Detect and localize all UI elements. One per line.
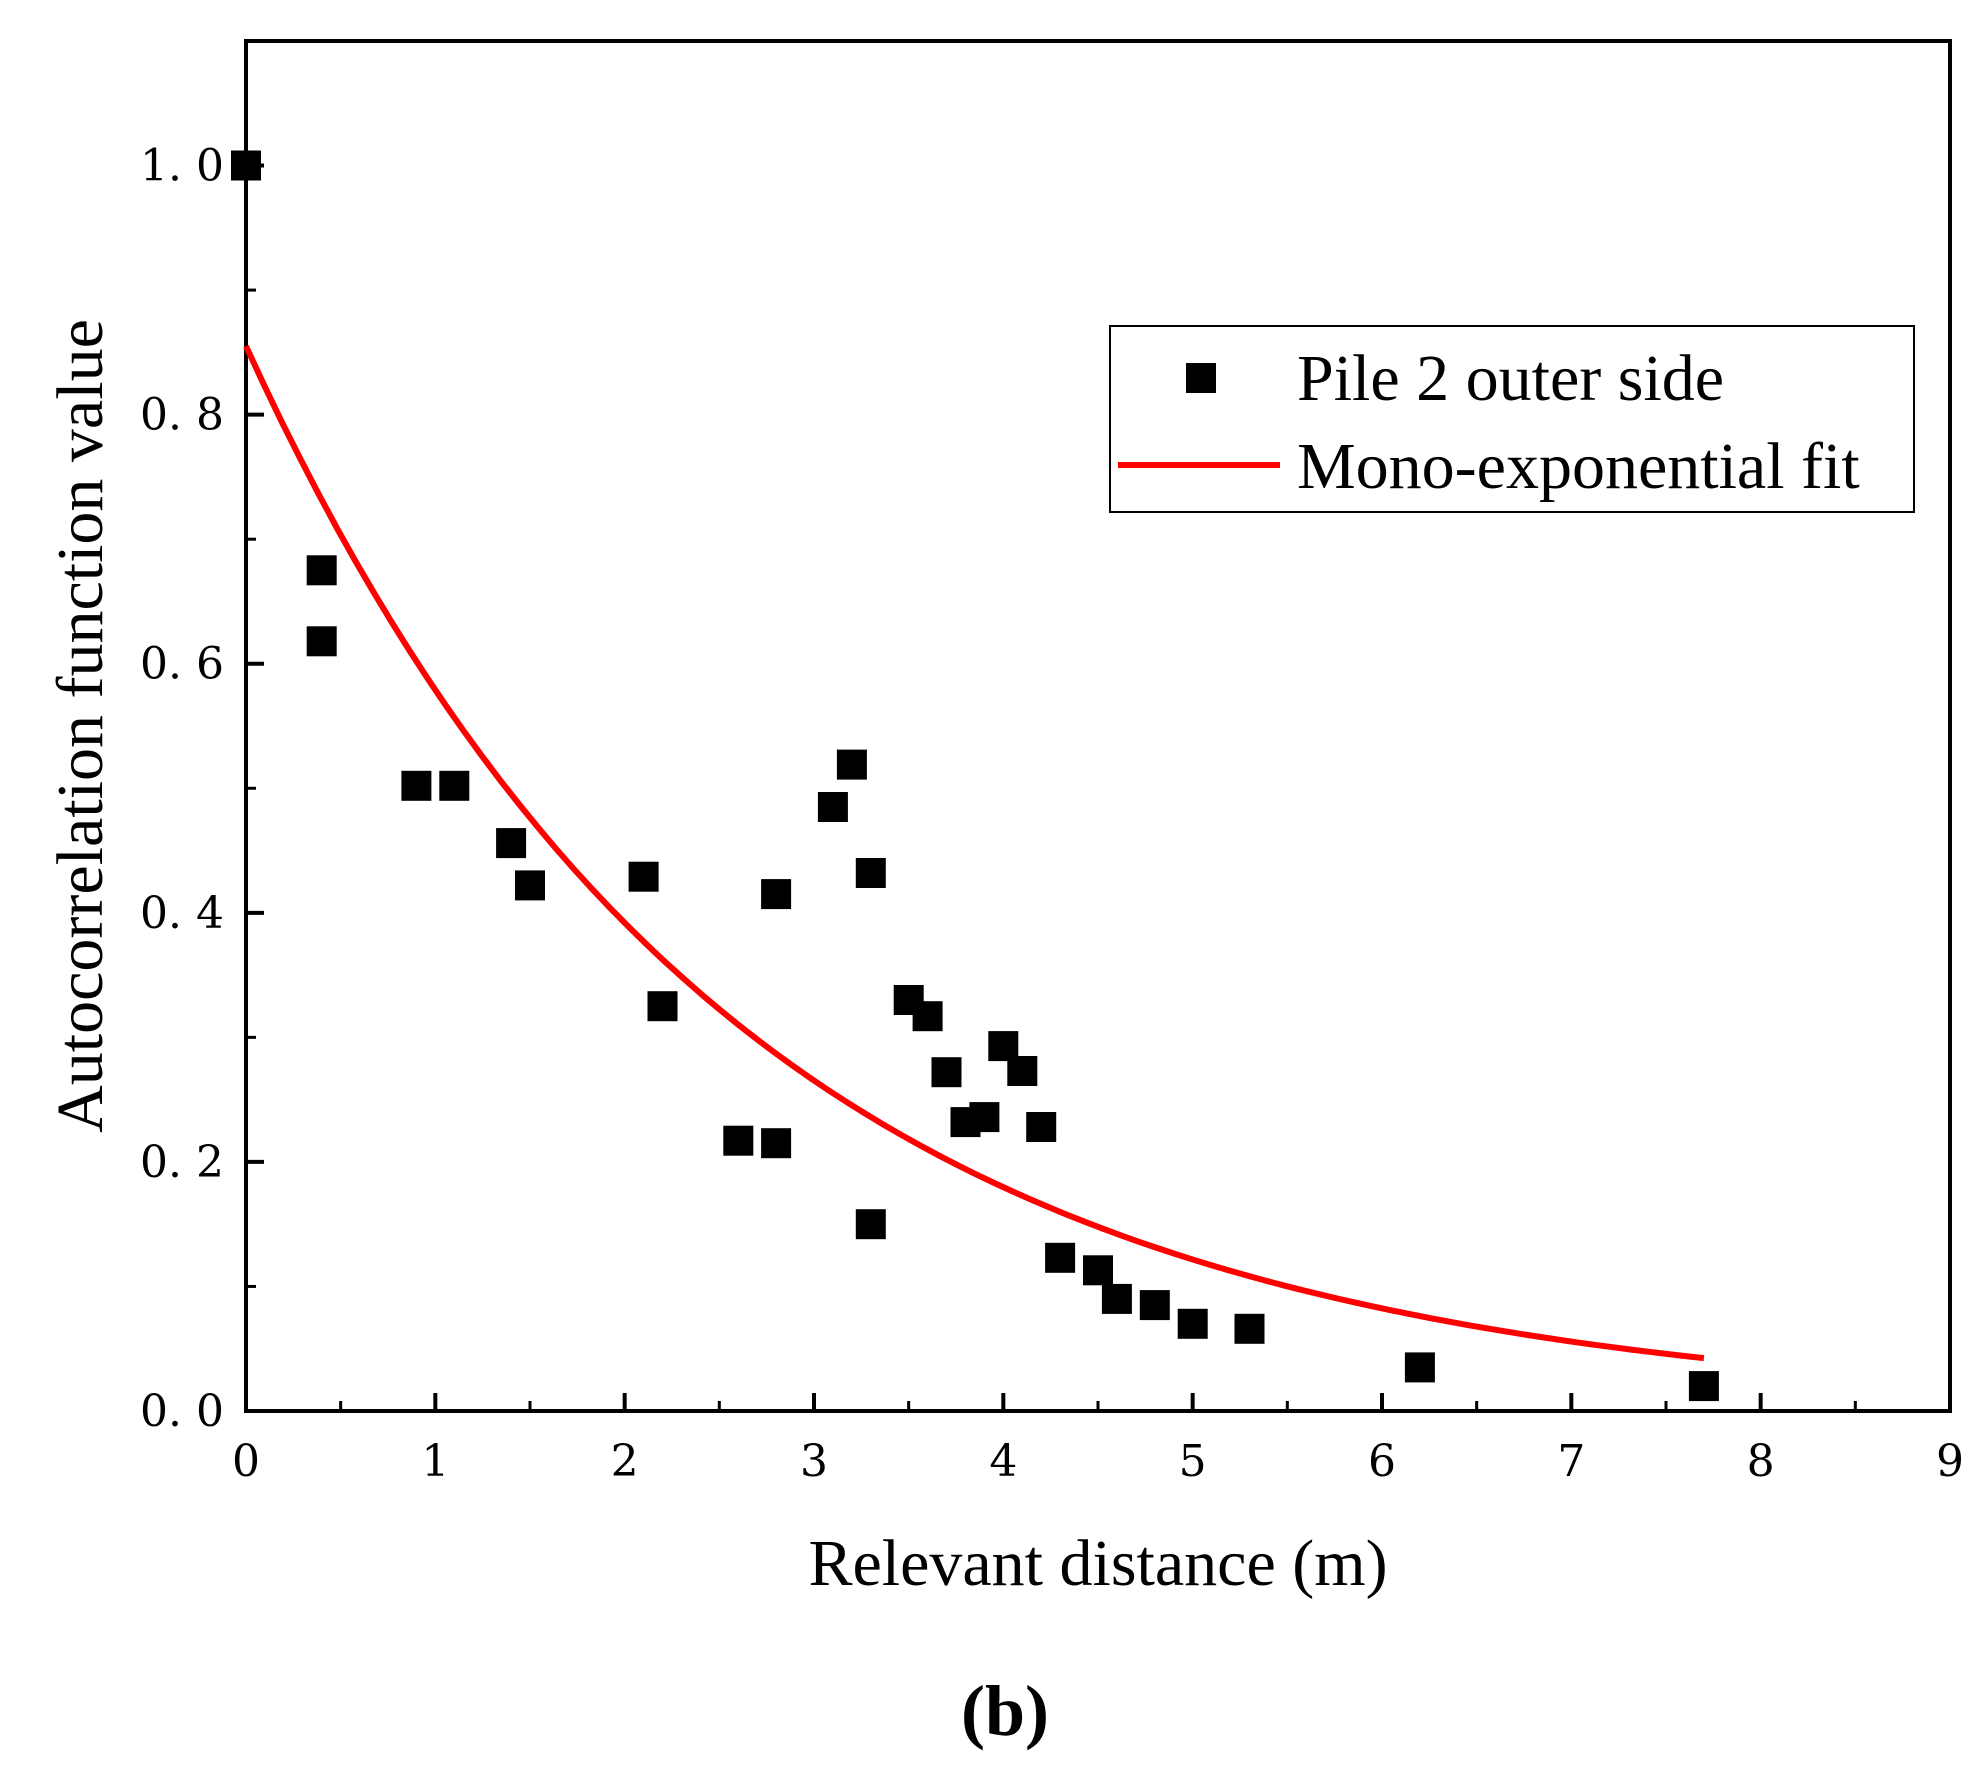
data-point: [723, 1125, 754, 1156]
y-tick-label: 0. 4: [140, 888, 224, 939]
y-axis-ticks: 0. 0 0. 2 0. 4 0. 6 0. 8 1. 0: [140, 141, 264, 1437]
data-point: [855, 858, 886, 888]
data-point: [969, 1102, 1000, 1133]
data-point: [817, 792, 848, 822]
data-point: [836, 749, 867, 780]
y-tick-label: 1. 0: [140, 141, 224, 192]
x-tick-label: 1: [421, 1436, 449, 1487]
x-axis-ticks: 0 1 2 3 4 5 6 7 8 9: [232, 1393, 1964, 1487]
data-point: [647, 991, 678, 1022]
x-tick-label: 7: [1557, 1436, 1585, 1487]
data-point: [628, 861, 659, 892]
data-point: [912, 1001, 943, 1032]
legend: Pile 2 outer side Mono-exponential fit: [1109, 325, 1915, 513]
data-point: [306, 555, 337, 586]
data-point: [1045, 1242, 1076, 1273]
x-tick-label: 5: [1179, 1436, 1207, 1487]
y-axis-label: Autocorrelation function value: [44, 319, 117, 1133]
x-tick-label: 2: [611, 1436, 639, 1487]
fit-line: [243, 344, 1705, 1362]
data-point: [761, 1128, 792, 1159]
data-point: [1404, 1352, 1435, 1383]
data-point: [1139, 1290, 1170, 1321]
y-tick-label: 0. 2: [140, 1137, 224, 1188]
data-point: [1688, 1371, 1719, 1402]
x-tick-label: 6: [1368, 1436, 1396, 1487]
data-point: [1101, 1283, 1132, 1314]
data-point: [1026, 1112, 1057, 1142]
data-point: [1234, 1313, 1265, 1344]
data-point: [1177, 1308, 1208, 1339]
data-point: [1083, 1255, 1113, 1286]
data-point: [496, 828, 527, 859]
legend-marker-square: [1186, 363, 1216, 393]
y-tick-label: 0. 8: [140, 390, 224, 441]
data-point: [306, 626, 337, 657]
y-tick-label: 0. 6: [140, 639, 224, 690]
x-tick-label: 9: [1936, 1436, 1964, 1487]
scatter-points: [231, 150, 1719, 1402]
data-point: [231, 150, 261, 181]
legend-label-fit: Mono-exponential fit: [1297, 430, 1860, 503]
panel-label: (b): [961, 1671, 1049, 1751]
data-point: [855, 1209, 886, 1240]
x-tick-label: 4: [989, 1436, 1017, 1487]
data-point: [761, 879, 792, 910]
plot-frame: [244, 39, 1952, 1413]
y-tick-label: 0. 0: [140, 1386, 224, 1437]
data-point: [439, 770, 470, 801]
data-point: [401, 770, 432, 801]
x-axis-label: Relevant distance (m): [808, 1527, 1387, 1600]
legend-label-points: Pile 2 outer side: [1297, 342, 1724, 415]
x-tick-label: 3: [800, 1436, 828, 1487]
fit-layer: [243, 344, 1705, 1362]
data-point: [931, 1057, 962, 1088]
x-tick-label: 8: [1747, 1436, 1775, 1487]
data-point: [1007, 1056, 1038, 1086]
legend-box: [1109, 325, 1915, 513]
x-tick-label: 0: [232, 1436, 260, 1487]
data-point: [515, 870, 545, 901]
